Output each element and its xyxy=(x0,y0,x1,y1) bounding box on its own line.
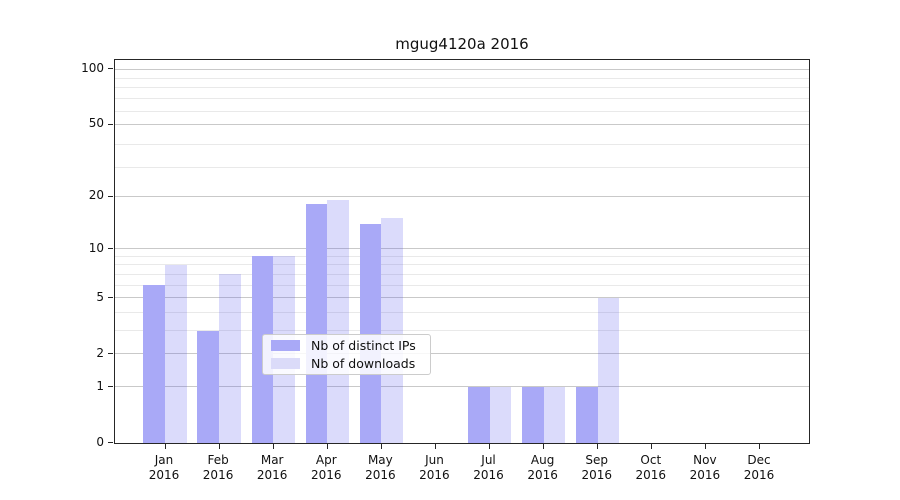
gridline-50 xyxy=(115,123,809,125)
x-tick-mark xyxy=(489,444,491,449)
bar-downloads-sep xyxy=(597,297,620,443)
gridline-5 xyxy=(115,297,809,299)
x-tick-mark xyxy=(705,444,707,449)
x-tick-mark xyxy=(651,444,653,449)
y-tick-label-20: 20 xyxy=(88,188,104,203)
bar-distinct-ips-jan xyxy=(143,285,165,443)
plot-area xyxy=(108,59,810,449)
y-tick-label-2: 2 xyxy=(96,345,104,360)
bar-downloads-apr xyxy=(327,200,349,443)
gridline-1 xyxy=(115,386,809,388)
gridline-10 xyxy=(115,248,809,250)
gridline-minor xyxy=(115,273,809,275)
x-tick-mark xyxy=(218,444,220,449)
gridline-minor xyxy=(115,330,809,332)
gridline-minor xyxy=(115,98,809,100)
x-tick-mark xyxy=(326,444,328,449)
x-tick-label-dec: Dec 2016 xyxy=(743,453,775,482)
x-tick-mark xyxy=(380,444,382,449)
legend-label-distinct-ips: Nb of distinct IPs xyxy=(311,338,416,354)
legend-swatch-downloads xyxy=(271,357,300,369)
x-tick-label-oct: Oct 2016 xyxy=(635,453,667,482)
y-tick-label-1: 1 xyxy=(96,378,104,393)
legend-label-downloads: Nb of downloads xyxy=(311,355,416,371)
y-tick-mark xyxy=(108,248,113,250)
x-tick-label-jun: Jun 2016 xyxy=(419,453,450,482)
x-tick-label-feb: Feb 2016 xyxy=(202,453,234,482)
gridline-100 xyxy=(115,68,809,70)
x-tick-label-jan: Jan 2016 xyxy=(148,453,180,482)
y-tick-mark xyxy=(108,68,113,70)
x-tick-mark xyxy=(272,444,274,449)
bar-distinct-ips-sep xyxy=(576,386,598,443)
gridline-minor xyxy=(115,143,809,145)
gridline-minor xyxy=(115,166,809,168)
y-tick-mark xyxy=(108,353,113,355)
bar-distinct-ips-may xyxy=(359,223,382,443)
bar-distinct-ips-jul xyxy=(467,386,490,443)
y-tick-label-100: 100 xyxy=(81,60,104,75)
legend: Nb of distinct IPs Nb of downloads xyxy=(262,334,431,375)
bar-downloads-may xyxy=(381,218,403,443)
x-tick-label-nov: Nov 2016 xyxy=(689,453,721,482)
gridline-minor xyxy=(115,264,809,266)
legend-item-distinct-ips: Nb of distinct IPs xyxy=(271,338,422,354)
x-tick-label-mar: Mar 2016 xyxy=(256,453,288,482)
chart-title: mgug4120a 2016 xyxy=(395,35,529,53)
x-tick-mark xyxy=(759,444,761,449)
x-tick-mark xyxy=(164,444,166,449)
bar-downloads-aug xyxy=(543,386,566,443)
gridline-minor xyxy=(115,312,809,314)
x-tick-label-sep: Sep 2016 xyxy=(581,453,612,482)
bar-downloads-feb xyxy=(219,274,241,443)
bar-downloads-jul xyxy=(489,386,512,443)
y-tick-mark xyxy=(108,386,113,388)
gridline-minor xyxy=(115,110,809,112)
x-tick-mark xyxy=(543,444,545,449)
x-tick-mark xyxy=(597,444,599,449)
bar-distinct-ips-apr xyxy=(305,204,328,443)
gridline-minor xyxy=(115,87,809,89)
y-tick-mark xyxy=(108,442,113,443)
x-tick-mark xyxy=(434,444,436,449)
y-tick-label-0: 0 xyxy=(96,435,104,449)
x-tick-label-may: May 2016 xyxy=(365,453,396,482)
y-tick-label-10: 10 xyxy=(88,240,104,255)
y-tick-mark xyxy=(108,123,113,125)
legend-item-downloads: Nb of downloads xyxy=(271,356,422,372)
gridline-minor xyxy=(115,255,809,257)
bar-distinct-ips-feb xyxy=(197,330,220,443)
gridline-20 xyxy=(115,195,809,197)
x-tick-label-apr: Apr 2016 xyxy=(310,453,342,482)
gridline-2 xyxy=(115,353,809,355)
bar-downloads-jan xyxy=(165,264,187,443)
bar-distinct-ips-aug xyxy=(522,386,544,443)
gridline-minor xyxy=(115,77,809,79)
y-tick-label-5: 5 xyxy=(96,289,104,304)
y-tick-mark xyxy=(108,297,113,299)
legend-swatch-distinct-ips xyxy=(271,340,300,352)
y-tick-mark xyxy=(108,195,113,197)
y-tick-label-50: 50 xyxy=(88,116,104,131)
gridline-minor xyxy=(115,284,809,286)
x-tick-label-aug: Aug 2016 xyxy=(527,453,558,482)
x-tick-label-jul: Jul 2016 xyxy=(473,453,504,482)
